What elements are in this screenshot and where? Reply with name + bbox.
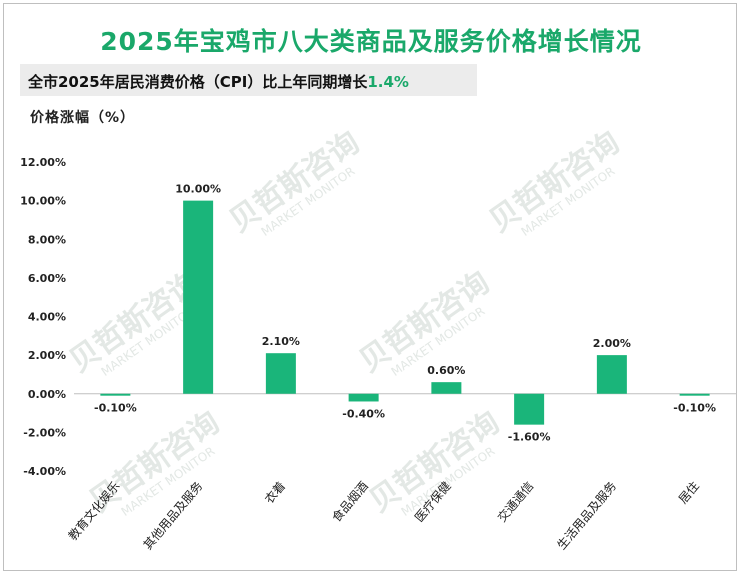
data-label: 2.00% xyxy=(593,337,631,350)
y-tick-label: 10.00% xyxy=(20,195,66,208)
bar xyxy=(679,393,710,396)
y-tick-label: 12.00% xyxy=(20,156,66,169)
bar xyxy=(183,200,214,394)
category-label: 交通通信 xyxy=(494,478,536,524)
category-label: 衣着 xyxy=(261,478,288,506)
data-label: -1.60% xyxy=(508,431,551,444)
data-label: -0.10% xyxy=(673,402,716,415)
y-tick-label: -4.00% xyxy=(23,465,66,478)
y-tick-label: 8.00% xyxy=(28,233,66,246)
data-label: -0.10% xyxy=(94,402,137,415)
subtitle-box xyxy=(20,64,477,96)
category-label: 食品烟酒 xyxy=(329,478,371,524)
category-label: 居住 xyxy=(676,479,702,506)
y-axis-label: 价格涨幅（%） xyxy=(30,110,136,126)
bar xyxy=(100,393,131,396)
data-label: 10.00% xyxy=(175,183,221,196)
y-tick-label: 2.00% xyxy=(28,349,66,362)
bar xyxy=(514,393,545,425)
data-label: 2.10% xyxy=(262,335,300,348)
bar xyxy=(431,382,462,394)
bar xyxy=(596,355,627,394)
y-tick-label: 6.00% xyxy=(28,272,66,285)
subtitle-highlight: 1.4% xyxy=(367,73,409,91)
y-tick-label: 4.00% xyxy=(28,311,66,324)
subtitle-text: 全市2025年居民消费价格（CPI）比上年同期增长 xyxy=(28,73,368,91)
data-label: 0.60% xyxy=(427,364,465,377)
subtitle: 全市2025年居民消费价格（CPI）比上年同期增长1.4% xyxy=(28,71,409,92)
bar xyxy=(265,353,296,394)
chart-title: 2025年宝鸡市八大类商品及服务价格增长情况 xyxy=(100,27,642,56)
data-label: -0.40% xyxy=(342,407,385,420)
chart-frame xyxy=(3,3,737,571)
y-tick-label: 0.00% xyxy=(28,388,66,401)
bar xyxy=(348,393,379,402)
y-tick-label: -2.00% xyxy=(23,426,66,439)
category-label: 生活用品及服务 xyxy=(554,478,619,552)
